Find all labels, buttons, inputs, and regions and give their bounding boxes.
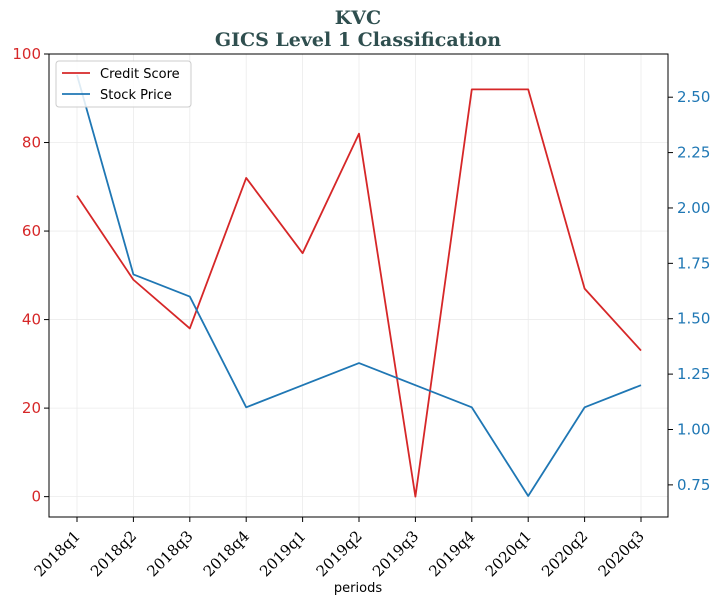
chart-title-line1: KVC	[335, 7, 381, 29]
left-tick-label: 80	[22, 134, 41, 152]
x-tick-label: 2019q3	[369, 527, 422, 580]
left-tick-label: 60	[22, 222, 41, 240]
right-tick-label: 2.00	[677, 199, 710, 217]
left-tick-label: 40	[22, 311, 41, 329]
grid	[49, 53, 668, 517]
x-axis-label: periods	[334, 581, 382, 596]
right-tick-label: 1.00	[677, 420, 710, 438]
series-lines	[76, 74, 642, 498]
x-tick-label: 2018q1	[31, 527, 84, 580]
right-tick-label: 1.50	[677, 310, 710, 328]
x-tick-label: 2018q3	[143, 527, 196, 580]
x-tick-label: 2020q2	[538, 527, 591, 580]
legend: Credit Score Stock Price	[55, 60, 192, 108]
x-tick-label: 2018q4	[200, 527, 253, 580]
axes	[44, 53, 673, 522]
right-tick-label: 1.75	[677, 254, 710, 272]
right-tick-label: 1.25	[677, 365, 710, 383]
right-tick-label: 2.25	[677, 144, 710, 162]
left-tick-label: 100	[12, 45, 41, 63]
legend-label-1: Stock Price	[100, 88, 172, 103]
chart-title-line2: GICS Level 1 Classification	[215, 29, 501, 51]
left-tick-label: 20	[22, 399, 41, 417]
left-tick-label: 0	[31, 488, 41, 506]
legend-label-0: Credit Score	[100, 67, 180, 82]
plot-frame	[48, 53, 669, 518]
right-tick-label: 0.75	[677, 476, 710, 494]
x-tick-label: 2020q3	[595, 527, 648, 580]
x-tick-label: 2018q2	[87, 527, 140, 580]
series-line-1	[76, 74, 642, 497]
right-tick-label: 2.50	[677, 88, 710, 106]
x-tick-label: 2019q4	[425, 527, 478, 580]
series-line-0	[76, 88, 642, 498]
x-tick-label: 2019q2	[313, 527, 366, 580]
x-tick-label: 2019q1	[256, 527, 309, 580]
x-tick-label: 2020q1	[482, 527, 535, 580]
